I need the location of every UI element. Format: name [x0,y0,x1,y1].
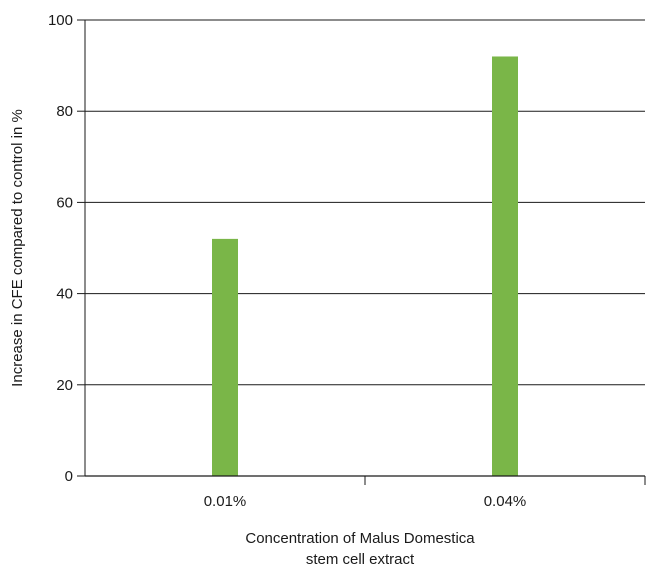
bars [212,56,518,476]
y-axis-title: Increase in CFE compared to control in % [9,109,26,387]
y-tick-label: 60 [56,194,73,211]
y-tick-label: 100 [48,12,73,29]
x-tick-label: 0.01% [204,493,247,510]
y-tick-label: 80 [56,103,73,120]
axes [77,19,646,485]
x-axis-title-line-2: stem cell extract [306,551,415,568]
gridlines [85,19,645,386]
y-tick-label: 40 [56,286,73,303]
y-tick-label: 0 [65,468,73,485]
bar [212,238,238,476]
bar [492,56,518,476]
x-axis-title-line-1: Concentration of Malus Domestica [245,530,475,547]
tick-labels: 0 20 40 60 80 100 0.01% 0.04% [48,12,526,510]
y-tick-label: 20 [56,377,73,394]
x-tick-label: 0.04% [484,493,527,510]
